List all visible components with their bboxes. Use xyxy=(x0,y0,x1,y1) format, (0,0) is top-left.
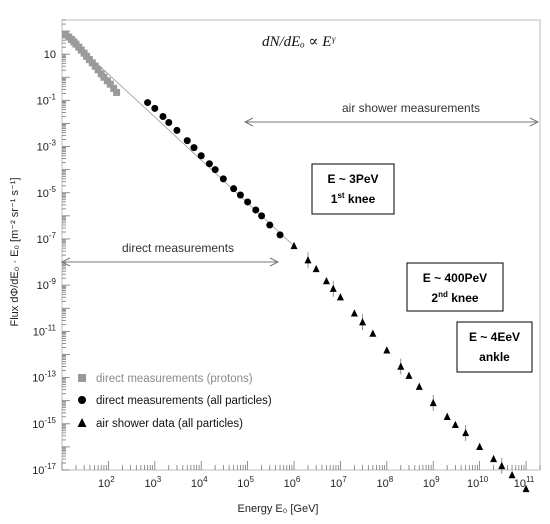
legend-marker-air-shower xyxy=(77,418,87,427)
legend-label: direct measurements (protons) xyxy=(96,373,253,385)
x-tick-label: 108 xyxy=(376,475,393,490)
air-shower-point xyxy=(462,428,470,437)
data-points xyxy=(62,31,530,493)
air-shower-point xyxy=(508,470,516,479)
air-shower-point xyxy=(383,346,391,354)
y-tick-label: 10-13 xyxy=(32,370,56,385)
air-shower-point xyxy=(336,293,344,301)
proton-point xyxy=(113,88,121,96)
air-shower-point xyxy=(429,398,437,407)
air-shower-point xyxy=(312,264,320,273)
knee-1-energy-text: E ~ 3PeV xyxy=(327,172,378,186)
all-particle-point xyxy=(258,212,266,220)
air-shower-measurements-arrowhead-left xyxy=(243,117,254,127)
all-particle-point xyxy=(219,175,227,183)
ankle-label-text: ankle xyxy=(479,350,510,364)
air-shower-point xyxy=(397,362,405,370)
knee-1-label-text: 1st knee xyxy=(331,191,376,206)
all-particle-point xyxy=(244,198,252,206)
air-shower-point xyxy=(522,484,530,493)
x-tick-label: 102 xyxy=(98,475,115,490)
knee-1-box xyxy=(311,163,395,215)
y-tick-label: 10 xyxy=(44,49,56,61)
all-particle-point xyxy=(205,160,213,168)
legend-label: direct measurements (all particles) xyxy=(96,395,272,407)
formula-annotation: dN/dEₒ ∝ Eᵞ xyxy=(262,34,336,50)
all-particle-point xyxy=(173,126,181,134)
air-shower-point xyxy=(290,241,298,250)
all-particle-point xyxy=(197,152,205,160)
y-tick-label: 10-9 xyxy=(37,277,57,292)
x-tick-label: 109 xyxy=(423,475,440,490)
y-axis-label: Flux dΦ/dE₀ · E₀ [m⁻² sr⁻¹ s⁻¹] xyxy=(9,178,21,327)
direct-measurements-label: direct measurements xyxy=(122,241,234,255)
proton-point xyxy=(100,73,108,81)
all-particle-point xyxy=(230,185,238,193)
air-shower-point xyxy=(498,461,506,470)
ankle-energy-text: E ~ 4EeV xyxy=(469,330,520,344)
all-particle-point xyxy=(190,144,198,152)
y-tick-label: 10-17 xyxy=(32,462,56,477)
all-particle-point xyxy=(211,166,219,174)
legend-marker-protons xyxy=(78,374,86,382)
y-tick-label: 10-7 xyxy=(37,231,57,246)
all-particle-point xyxy=(159,112,167,120)
air-shower-point xyxy=(304,256,312,264)
region-arrows: air shower measurements direct measuremen… xyxy=(60,101,540,267)
air-shower-point xyxy=(369,329,377,337)
air-shower-point xyxy=(443,412,451,420)
air-shower-point xyxy=(490,454,498,463)
all-particle-point xyxy=(165,118,173,126)
direct-measurements-arrowhead-right xyxy=(269,257,280,267)
legend-marker-all-particles xyxy=(78,396,86,404)
air-shower-measurements-arrowhead-right xyxy=(529,117,540,127)
x-tick-label: 1010 xyxy=(467,475,489,490)
proton-point xyxy=(91,62,99,70)
y-tick-label: 10-11 xyxy=(33,323,57,338)
annotation-boxes: E ~ 3PeV 1st knee E ~ 400PeV 2nd knee E ~ 4E… xyxy=(311,163,533,373)
all-particle-point xyxy=(151,104,159,112)
proton-point xyxy=(106,80,114,88)
y-tick-label: 10-3 xyxy=(37,139,57,154)
y-tick-label: 10-5 xyxy=(37,185,57,200)
air-shower-point xyxy=(451,420,459,428)
air-shower-point xyxy=(322,276,330,285)
air-shower-point xyxy=(359,318,367,326)
air-shower-point xyxy=(350,309,358,317)
air-shower-point xyxy=(405,371,413,379)
plot-frame xyxy=(61,19,541,471)
air-shower-point xyxy=(329,284,337,292)
x-tick-label: 104 xyxy=(191,475,208,490)
all-particle-point xyxy=(276,231,284,239)
air-shower-point xyxy=(415,382,423,390)
x-tick-label: 105 xyxy=(237,475,254,490)
x-tick-label: 106 xyxy=(284,475,301,490)
all-particle-point xyxy=(183,137,191,145)
y-tick-label: 10-15 xyxy=(32,416,56,431)
knee-2-label-text: 2nd knee xyxy=(431,290,478,305)
air-shower-measurements-label: air shower measurements xyxy=(342,101,480,115)
legend-label: air shower data (all particles) xyxy=(96,418,243,430)
knee-2-energy-text: E ~ 400PeV xyxy=(423,271,487,285)
ankle-box xyxy=(456,321,533,373)
all-particle-point xyxy=(266,221,274,229)
x-tick-label: 107 xyxy=(330,475,347,490)
legend: direct measurements (protons) direct meas… xyxy=(77,373,272,430)
proton-point xyxy=(110,84,118,92)
proton-point xyxy=(94,66,102,74)
all-particle-point xyxy=(236,191,244,199)
all-particle-point xyxy=(252,206,260,214)
x-tick-label: 103 xyxy=(144,475,161,490)
y-tick-label: 10-1 xyxy=(37,92,57,107)
x-axis-label: Energy E₀ [GeV] xyxy=(238,503,319,515)
direct-measurements-arrowhead-left xyxy=(60,257,71,267)
knee-2-box xyxy=(406,262,504,312)
air-shower-point xyxy=(476,442,484,451)
all-particle-point xyxy=(144,99,152,107)
x-tick-label: 1011 xyxy=(514,475,535,490)
